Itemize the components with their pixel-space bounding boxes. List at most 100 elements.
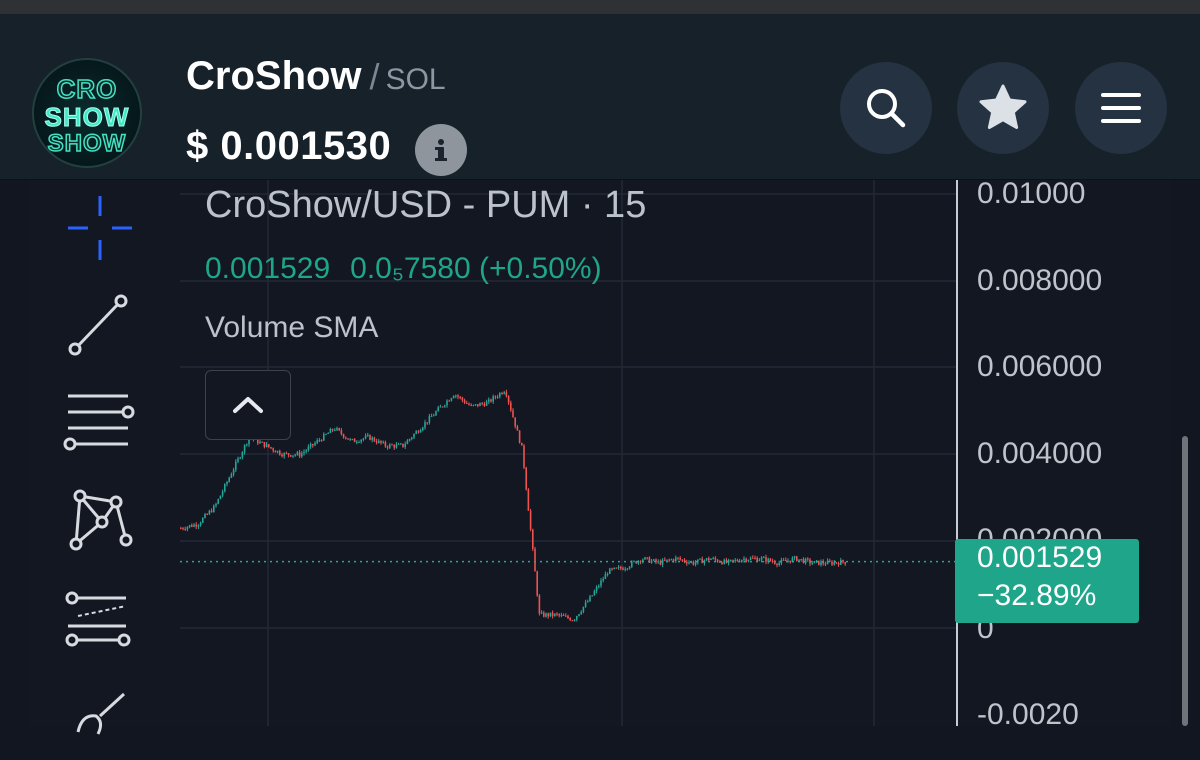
- candle: [802, 558, 805, 563]
- candle: [395, 444, 398, 448]
- candle: [197, 525, 200, 527]
- candle: [393, 445, 395, 448]
- candle: [752, 557, 754, 559]
- candle: [705, 558, 708, 561]
- info-button[interactable]: [415, 124, 468, 176]
- candle: [237, 458, 239, 462]
- candle: [342, 434, 345, 438]
- candle: [397, 443, 400, 445]
- candle: [549, 612, 552, 617]
- candle: [670, 559, 673, 561]
- candle: [472, 404, 475, 406]
- candle: [532, 529, 534, 549]
- candle: [226, 482, 228, 485]
- candle: [633, 561, 635, 563]
- candle: [281, 454, 283, 457]
- search-button[interactable]: [840, 62, 932, 154]
- menu-button[interactable]: [1075, 62, 1167, 154]
- candle: [362, 438, 365, 440]
- pattern-tool[interactable]: [58, 482, 138, 562]
- candle: [450, 398, 453, 401]
- candle: [430, 416, 433, 418]
- candle: [672, 559, 675, 562]
- candle: [741, 559, 743, 562]
- pair-separator: /: [369, 56, 380, 97]
- candle: [721, 562, 723, 565]
- chart-panel[interactable]: [28, 180, 1172, 726]
- candle: [591, 595, 593, 597]
- candle: [505, 392, 508, 396]
- current-price-value: 0.001529: [977, 541, 1103, 574]
- candle: [287, 453, 290, 456]
- candle: [268, 444, 270, 448]
- candle: [551, 612, 554, 616]
- candle: [232, 469, 235, 475]
- candle: [309, 444, 312, 447]
- candle: [650, 560, 653, 563]
- candle: [556, 613, 558, 615]
- candle: [305, 450, 307, 452]
- collapse-legend-button[interactable]: [205, 370, 291, 440]
- candle: [824, 563, 827, 565]
- candle: [230, 474, 233, 478]
- candle: [712, 557, 714, 559]
- candle: [811, 563, 813, 565]
- price-chart[interactable]: [0, 0, 1200, 726]
- candle: [202, 517, 204, 523]
- candle: [756, 557, 758, 562]
- legend-last-value: 0.001529: [205, 252, 331, 285]
- candle: [217, 499, 219, 504]
- candle: [386, 446, 389, 448]
- candle: [246, 444, 248, 446]
- candle: [294, 454, 296, 456]
- candle: [716, 559, 719, 562]
- candle: [703, 560, 706, 564]
- axis-label: 0.008000: [977, 264, 1103, 297]
- candle: [637, 560, 640, 564]
- candle: [419, 430, 422, 433]
- candle: [653, 559, 655, 561]
- candle: [776, 563, 778, 566]
- indicator-label[interactable]: Volume SMA: [205, 311, 379, 344]
- brush-tool[interactable]: [58, 680, 138, 760]
- candle: [723, 559, 725, 565]
- candle: [785, 560, 787, 562]
- candle: [763, 557, 765, 559]
- candle: [389, 444, 391, 448]
- candle: [598, 585, 600, 588]
- horizontal-lines-tool[interactable]: [58, 382, 138, 462]
- candle: [481, 403, 483, 405]
- candle: [820, 561, 822, 565]
- candle: [437, 407, 439, 412]
- fib-tool[interactable]: [58, 582, 138, 662]
- trend-line-tool[interactable]: [58, 288, 138, 368]
- candle: [727, 560, 730, 563]
- candle: [406, 440, 409, 445]
- candle: [426, 422, 428, 424]
- crosshair-tool[interactable]: [58, 190, 138, 270]
- symbol-label: CroShow/USD - PUM · 15: [205, 184, 647, 226]
- candle: [604, 574, 607, 580]
- candle: [617, 567, 620, 569]
- candle: [736, 559, 739, 562]
- candle: [199, 522, 202, 526]
- candle: [463, 400, 466, 403]
- current-price-change: −32.89%: [977, 579, 1097, 612]
- candle: [573, 619, 576, 621]
- candle: [587, 601, 589, 603]
- candle: [424, 422, 426, 428]
- candle: [248, 437, 250, 445]
- candle: [485, 401, 488, 406]
- candle: [459, 396, 461, 398]
- candle: [303, 451, 305, 454]
- fib-tool-icon: [65, 591, 131, 647]
- candle: [191, 525, 193, 527]
- candle: [270, 447, 272, 449]
- status-strip: [0, 0, 1200, 14]
- favorite-button[interactable]: [957, 62, 1049, 154]
- candle: [452, 396, 455, 399]
- page-scrollbar[interactable]: [1182, 436, 1188, 726]
- hamburger-icon: [1101, 93, 1141, 123]
- candle: [547, 613, 549, 617]
- candle: [204, 514, 206, 518]
